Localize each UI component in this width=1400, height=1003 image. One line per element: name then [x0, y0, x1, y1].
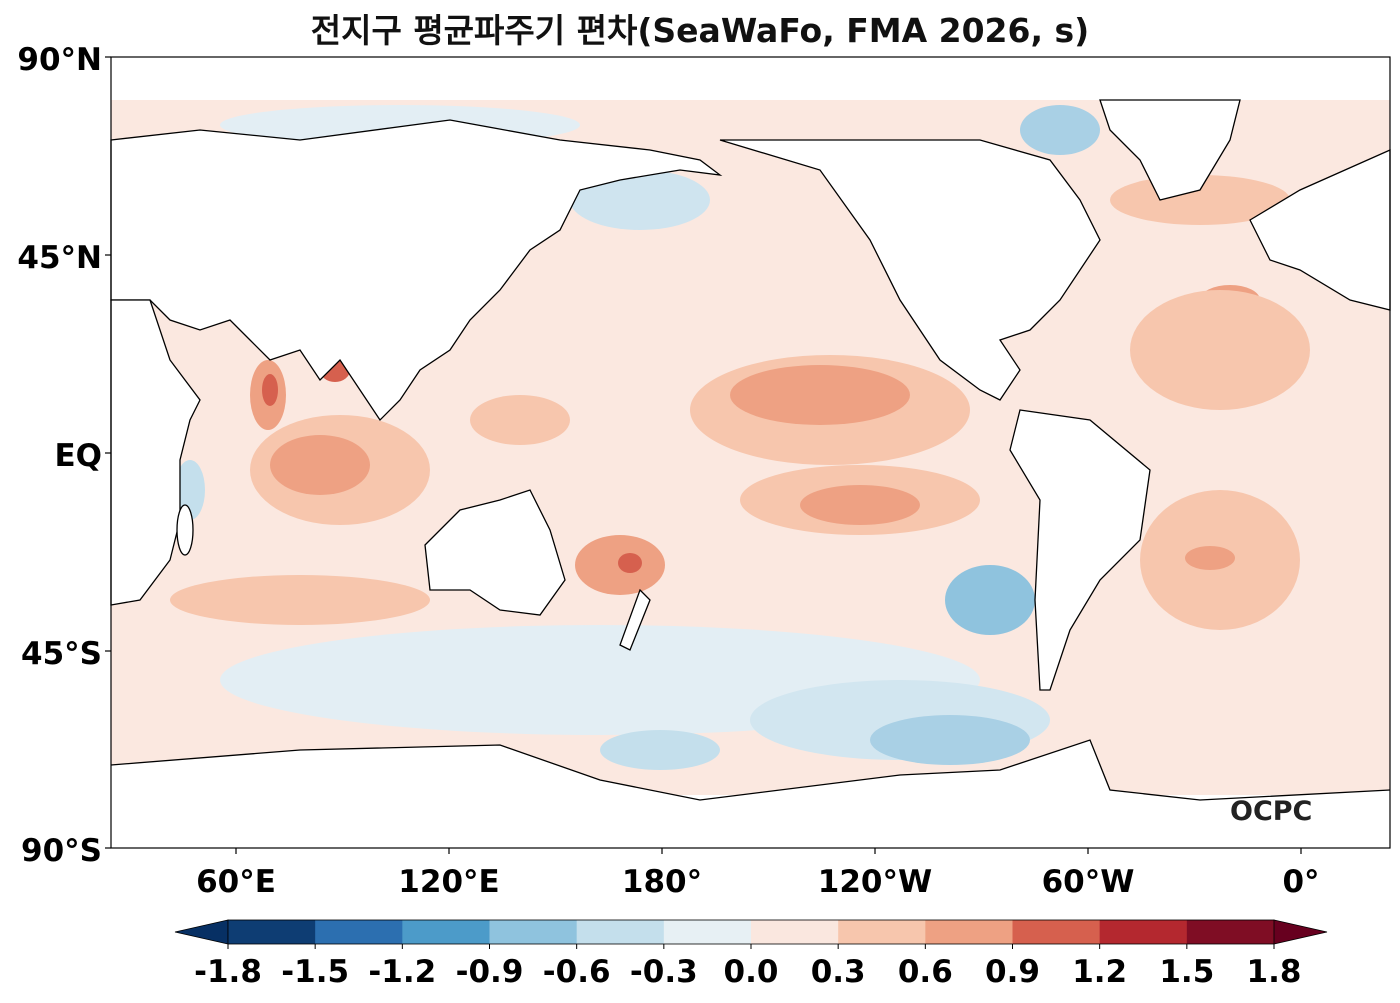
colorbar-segment — [402, 920, 490, 944]
colorbar-tick-label: 0.6 — [897, 954, 953, 990]
eurasia — [110, 119, 723, 422]
colorbar-segment — [1012, 920, 1101, 944]
colorbar-tick-label: 0.0 — [723, 954, 779, 990]
map-title: 전지구 평균파주기 편차(SeaWaFo, FMA 2026, s) — [310, 11, 1090, 50]
lon-tick: 120°E — [398, 864, 500, 900]
colorbar-segment — [315, 920, 403, 944]
colorbar-segment — [576, 920, 665, 944]
lat-tick: 45°S — [21, 636, 102, 672]
colorbar-tick-label: 1.5 — [1159, 954, 1215, 990]
colorbar-tick-label: 0.3 — [810, 954, 866, 990]
lat-tick: 45°N — [17, 240, 102, 276]
north-america — [719, 139, 1101, 401]
colorbar-tick-label: 1.8 — [1246, 954, 1302, 990]
greenland — [1099, 99, 1241, 201]
lon-tick: 120°W — [817, 864, 933, 900]
europe — [1249, 148, 1391, 311]
colorbar-tick-label: 1.2 — [1072, 954, 1128, 990]
colorbar-over-arrow — [1273, 919, 1328, 945]
lon-tick: 180° — [621, 864, 703, 900]
colorbar-segment — [838, 920, 926, 944]
south-america — [1009, 409, 1151, 691]
colorbar-segment — [1186, 920, 1275, 944]
colorbar-tick-label: -1.8 — [194, 954, 262, 990]
lon-tick: 60°E — [196, 864, 276, 900]
colorbar-segment — [751, 920, 839, 944]
colorbar-segment — [228, 920, 316, 944]
axis-ticks — [105, 56, 1302, 854]
australia — [424, 489, 566, 616]
colorbar-tick-label: -1.5 — [281, 954, 350, 990]
colorbar-tick-label: -0.6 — [542, 954, 611, 990]
ocpc-logo: OCPC — [1230, 796, 1313, 827]
land — [110, 99, 1391, 848]
colorbar-segment — [489, 920, 578, 944]
anomaly-blobs — [170, 105, 1310, 770]
colorbar-under-arrow — [174, 919, 229, 945]
colorbar-tick-label: -1.2 — [368, 954, 437, 990]
colorbar-segment — [925, 920, 1013, 944]
madagascar — [176, 504, 194, 556]
colorbar-segment — [663, 920, 752, 944]
colorbar-tick-label: 0.9 — [985, 954, 1040, 990]
lat-tick: 90°N — [17, 42, 102, 78]
lon-tick: 0° — [1282, 864, 1320, 900]
colorbar-tick-label: -0.3 — [629, 954, 698, 990]
lat-tick: EQ — [54, 438, 102, 474]
new-zealand — [619, 588, 651, 651]
lat-tick: 90°S — [21, 833, 102, 869]
colorbar-segment — [1099, 920, 1188, 944]
colorbar — [174, 919, 1328, 949]
colorbar-tick-label: -0.9 — [455, 954, 524, 990]
lon-tick: 60°W — [1041, 864, 1135, 900]
